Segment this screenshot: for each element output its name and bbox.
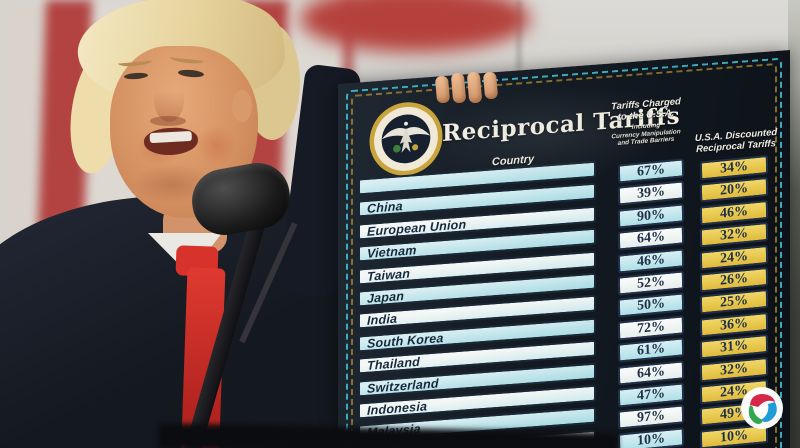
country-column-header: Country [491,153,535,169]
finger [466,71,483,104]
tariff-table: 67% 34% China 39% 20% European Union 90%… [338,146,790,448]
country-label: Thailand [367,354,420,373]
presidential-seal-icon [369,102,443,176]
country-label: China [367,199,403,217]
background-right-edge [788,0,800,448]
country-label: Japan [367,288,405,306]
nose-shadow [150,116,186,126]
teeth [149,130,192,144]
tariff-board: Reciprocal Tariffs Tariffs Charged to the… [338,50,790,448]
board-title: Reciprocal Tariffs [442,102,681,148]
finger [434,75,451,104]
finger [482,71,499,100]
news-channel-logo-icon [741,387,783,429]
flag-red-stripe [300,0,530,52]
country-label: India [367,311,398,329]
country-label: South Korea [367,330,444,351]
ear [232,90,252,122]
nose [154,78,184,122]
finger [450,72,467,104]
country-label: Switzerland [367,375,439,396]
charged-column-header: Tariffs Charged to the U.S.A. [611,96,681,123]
country-label: Indonesia [367,399,428,418]
wall-seam [516,0,522,70]
country-label: Taiwan [367,266,411,284]
country-label: Vietnam [367,243,417,261]
charged-tariff-cell: 10% [617,426,685,448]
